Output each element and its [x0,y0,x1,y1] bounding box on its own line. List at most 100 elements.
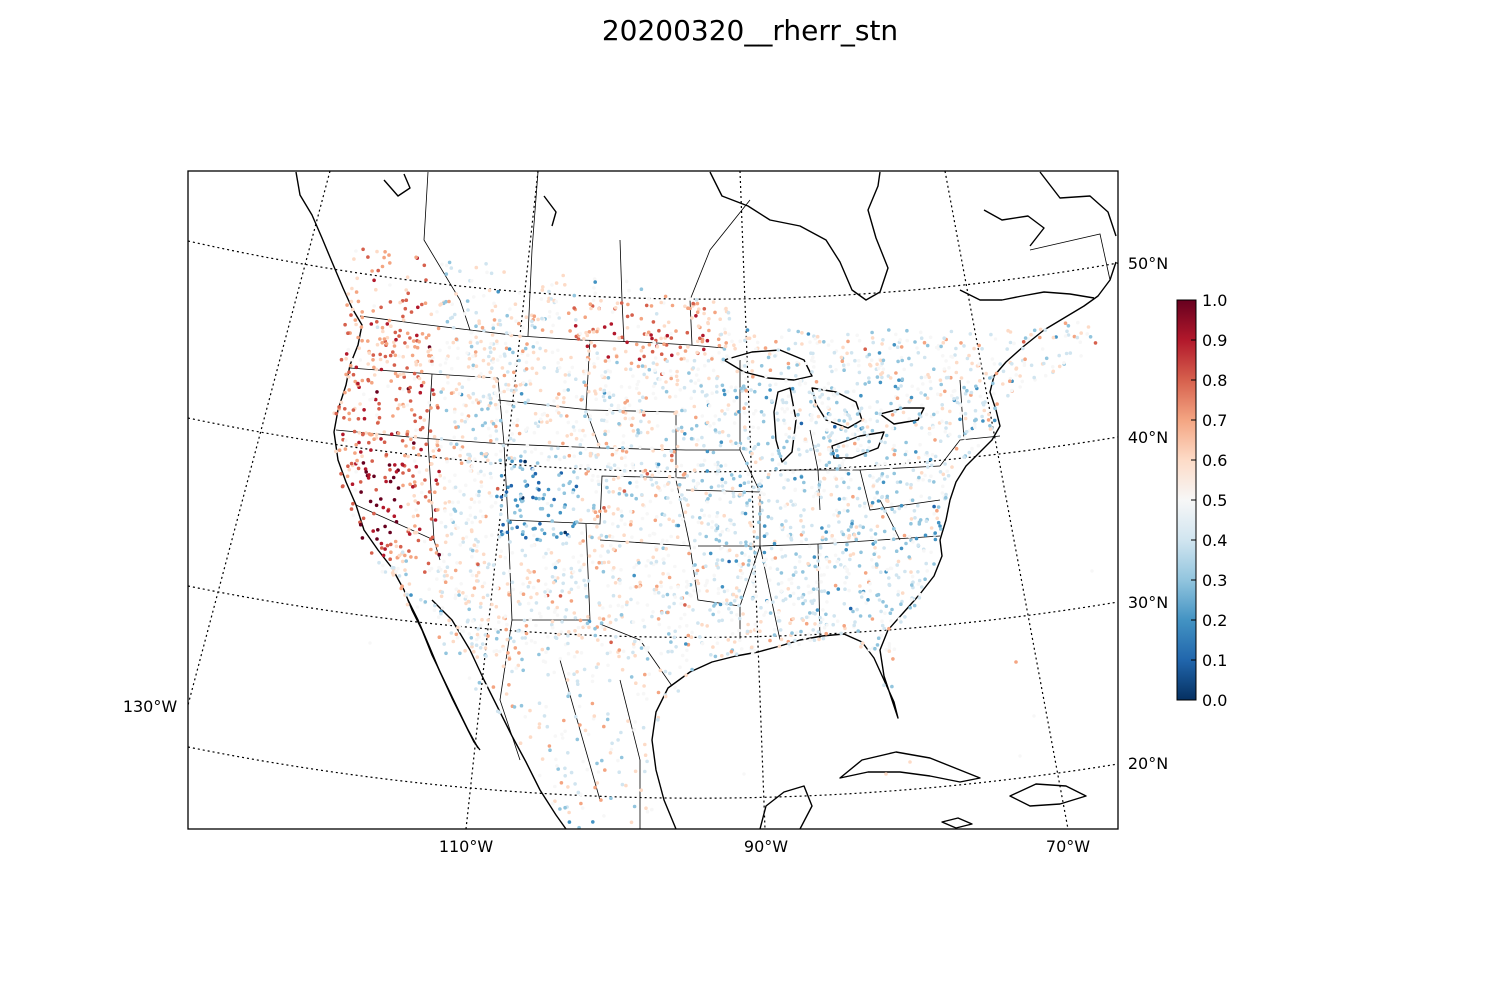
station-dot [855,333,859,338]
station-dot [491,563,496,567]
station-dot [490,366,494,371]
station-dot [533,421,538,426]
station-dot [696,378,701,383]
station-dot [967,399,971,404]
station-dot [579,518,583,522]
station-dot [621,410,625,414]
station-dot [581,759,585,764]
station-dot [715,635,719,640]
station-dot [716,610,721,614]
station-dot [938,393,943,397]
station-dot [836,514,840,518]
station-dot [717,417,722,422]
station-dot [566,630,571,634]
station-dot [582,562,586,567]
station-dot [842,602,847,606]
station-dot [669,336,674,340]
station-dot [636,692,640,697]
colorbar-tick-label: 0.5 [1202,491,1227,510]
station-dot [786,587,791,591]
station-dot [600,418,604,423]
station-dot [383,524,387,529]
station-dot [628,417,632,421]
station-dot [774,467,778,471]
station-dot [521,582,525,586]
station-dot [737,603,741,608]
station-dot [555,764,559,768]
station-dot [434,446,439,451]
station-dot [675,382,679,387]
station-dot [919,330,923,335]
station-dot [684,658,689,663]
station-dot [929,526,934,530]
station-dot [582,380,586,385]
station-dot [660,444,664,448]
station-dot [716,591,721,595]
station-dot [673,411,677,416]
station-dot [707,317,711,321]
station-dot [758,629,762,633]
station-dot [604,384,608,388]
station-dot [422,539,427,544]
station-dot [362,392,366,397]
station-dot [537,773,542,778]
station-dot [503,555,508,560]
station-dot [743,411,747,415]
station-dot [419,383,424,388]
station-dot [459,511,463,515]
station-dot [443,569,448,574]
station-dot [855,447,860,452]
station-dot [583,583,588,588]
station-dot [583,586,588,591]
station-dot [573,629,577,633]
station-dot [543,594,548,598]
station-dot [709,485,714,490]
station-dot [743,428,747,432]
station-dot [783,504,787,508]
station-dot [715,472,719,476]
station-dot [731,592,736,597]
station-dot [746,471,750,475]
station-dot [738,638,742,643]
station-dot [517,431,522,436]
station-dot [546,403,550,407]
station-dot [408,399,413,403]
station-dot [511,587,516,592]
station-dot [620,446,625,450]
station-dot [450,500,455,505]
station-dot [645,430,650,435]
station-dot [609,322,614,326]
station-dot [412,459,417,463]
station-dot [521,592,526,596]
station-dot [859,443,863,448]
station-dot [717,351,721,355]
station-dot [712,573,716,578]
station-dot [831,451,835,456]
station-dot [614,618,618,622]
station-dot [382,255,386,260]
station-dot [506,370,510,374]
station-dot [785,407,790,411]
station-dot [396,431,401,436]
station-dot [718,317,722,322]
station-dot [876,636,881,640]
station-dot [916,582,921,586]
station-dot [798,379,803,383]
station-dot [708,493,712,498]
station-dot [935,410,940,415]
station-dot [554,281,559,285]
station-dot [644,806,648,810]
station-dot [585,621,590,626]
station-dot [446,375,450,379]
station-dot [654,481,659,485]
station-dot [559,471,564,475]
station-dot [788,621,792,625]
station-dot [359,450,363,454]
station-dot [385,322,390,326]
station-dot [412,494,417,498]
station-dot [895,345,900,350]
station-dot [811,431,816,436]
station-dot [940,403,944,407]
station-dot [650,336,654,341]
station-dot [732,343,736,348]
